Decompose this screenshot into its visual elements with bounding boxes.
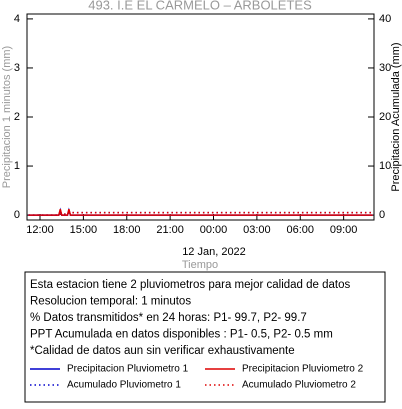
y-tick-label: 4 xyxy=(14,13,20,25)
y-tick-label: 1 xyxy=(14,160,20,172)
y2-axis-label: Precipitacion Acumulada (mm) xyxy=(390,42,402,191)
legend-label: Acumulado Pluviometro 2 xyxy=(242,380,356,391)
date-label: 12 Jan, 2022 xyxy=(182,246,246,258)
x-tick-label: 18:00 xyxy=(113,224,141,236)
x-tick-label: 09:00 xyxy=(330,224,358,236)
y2-tick-label: 10 xyxy=(379,160,391,172)
x-axis-label: Tiempo xyxy=(182,259,218,271)
x-tick-label: 06:00 xyxy=(286,224,314,236)
x-tick-label: 15:00 xyxy=(70,224,98,236)
info-line: Esta estacion tiene 2 pluviometros para … xyxy=(30,279,351,291)
y-tick-label: 3 xyxy=(14,62,20,74)
legend-label: Precipitacion Pluviometro 1 xyxy=(67,364,189,375)
x-tick-label: 03:00 xyxy=(243,224,271,236)
x-tick-label: 21:00 xyxy=(156,224,184,236)
y-axis-label: Precipitacion 1 minutos (mm) xyxy=(1,46,13,188)
y2-tick-label: 30 xyxy=(379,62,391,74)
info-line: Resolucion temporal: 1 minutos xyxy=(30,296,191,308)
chart-title: 493. I.E EL CARMELO – ARBOLETES xyxy=(88,0,312,12)
y2-tick-label: 0 xyxy=(379,209,385,221)
y2-tick-label: 40 xyxy=(379,13,391,25)
info-line: % Datos transmitidos* en 24 horas: P1- 9… xyxy=(30,312,307,324)
info-line: *Calidad de datos aun sin verificar exha… xyxy=(30,345,295,357)
y-tick-label: 2 xyxy=(14,111,20,123)
info-box xyxy=(24,271,386,403)
info-line: PPT Acumulada en datos disponibles : P1-… xyxy=(30,329,333,341)
legend-label: Precipitacion Pluviometro 2 xyxy=(242,364,364,375)
x-tick-label: 12:00 xyxy=(26,224,54,236)
legend-label: Acumulado Pluviometro 1 xyxy=(67,380,181,391)
y-tick-label: 0 xyxy=(14,209,20,221)
y2-tick-label: 20 xyxy=(379,111,391,123)
series-line xyxy=(28,209,373,216)
plot-frame xyxy=(26,13,375,221)
x-tick-label: 00:00 xyxy=(200,224,228,236)
